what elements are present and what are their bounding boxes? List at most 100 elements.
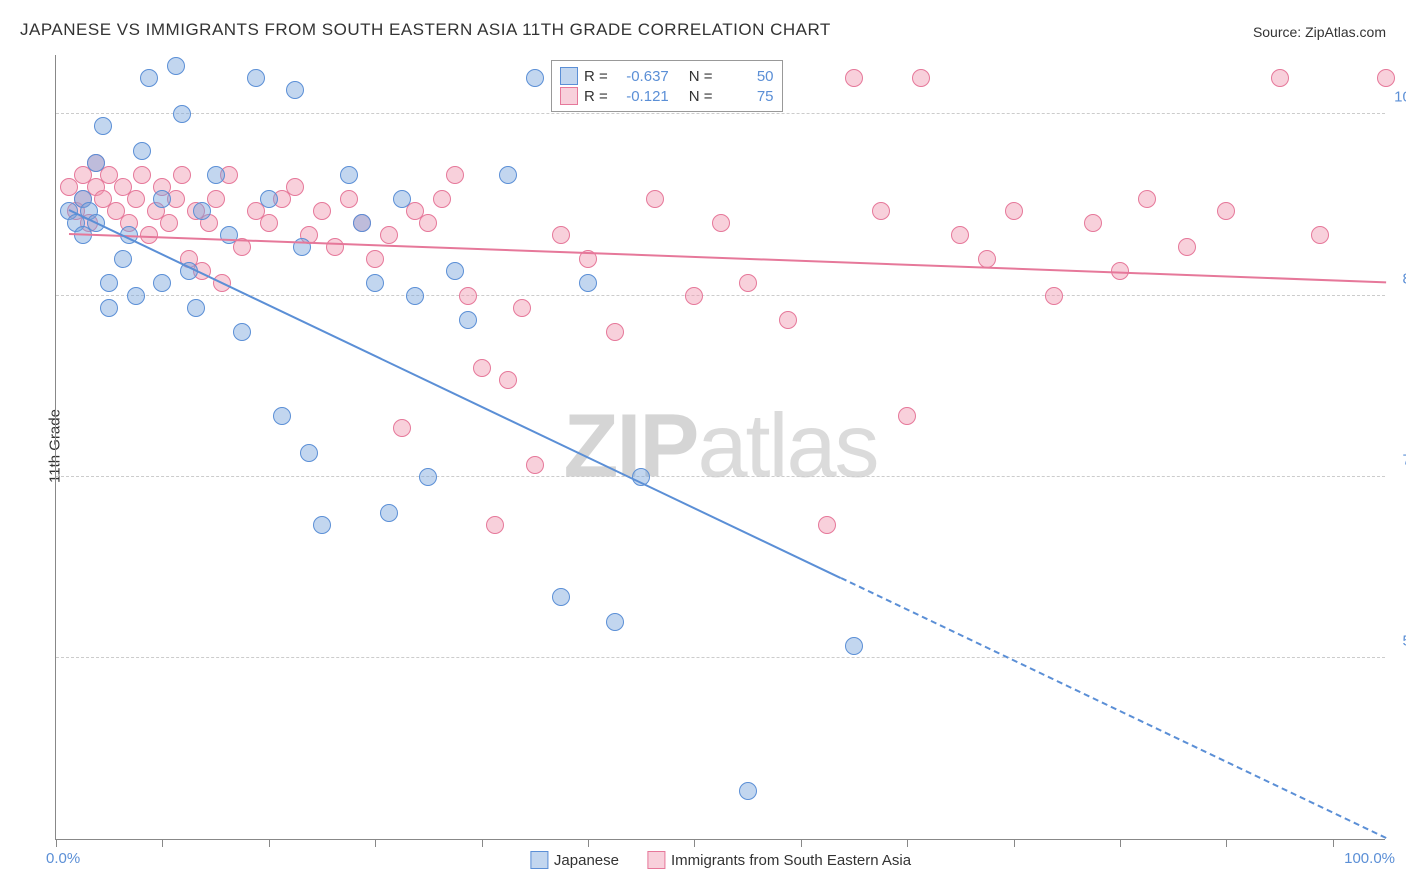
data-point-blue xyxy=(153,274,171,292)
data-point-pink xyxy=(513,299,531,317)
y-tick-label: 55.0% xyxy=(1402,632,1406,649)
data-point-pink xyxy=(133,166,151,184)
data-point-blue xyxy=(845,637,863,655)
x-tick xyxy=(588,839,589,847)
data-point-blue xyxy=(133,142,151,160)
data-point-blue xyxy=(233,323,251,341)
gridline xyxy=(56,476,1385,477)
data-point-blue xyxy=(606,613,624,631)
x-tick xyxy=(56,839,57,847)
data-point-blue xyxy=(140,69,158,87)
legend-item-blue: Japanese xyxy=(530,851,619,869)
data-point-blue xyxy=(739,782,757,800)
data-point-pink xyxy=(433,190,451,208)
data-point-pink xyxy=(446,166,464,184)
data-point-pink xyxy=(380,226,398,244)
data-point-pink xyxy=(685,287,703,305)
data-point-blue xyxy=(499,166,517,184)
data-point-pink xyxy=(646,190,664,208)
x-axis-min-label: 0.0% xyxy=(46,850,80,867)
data-point-pink xyxy=(739,274,757,292)
data-point-pink xyxy=(260,214,278,232)
data-point-pink xyxy=(818,516,836,534)
data-point-pink xyxy=(1005,202,1023,220)
data-point-blue xyxy=(87,154,105,172)
data-point-pink xyxy=(173,166,191,184)
R-value-pink: -0.121 xyxy=(614,88,669,105)
data-point-blue xyxy=(100,299,118,317)
swatch-blue xyxy=(560,67,578,85)
data-point-pink xyxy=(845,69,863,87)
trendline xyxy=(840,577,1386,839)
x-tick xyxy=(1014,839,1015,847)
data-point-pink xyxy=(526,456,544,474)
x-tick xyxy=(375,839,376,847)
data-point-pink xyxy=(1045,287,1063,305)
gridline xyxy=(56,295,1385,296)
R-label: R = xyxy=(584,68,608,85)
data-point-pink xyxy=(1271,69,1289,87)
data-point-blue xyxy=(366,274,384,292)
data-point-pink xyxy=(1178,238,1196,256)
legend-row-pink: R = -0.121 N = 75 xyxy=(560,87,774,105)
data-point-blue xyxy=(380,504,398,522)
data-point-pink xyxy=(127,190,145,208)
data-point-blue xyxy=(193,202,211,220)
data-point-pink xyxy=(459,287,477,305)
data-point-blue xyxy=(286,81,304,99)
data-point-blue xyxy=(260,190,278,208)
R-label: R = xyxy=(584,88,608,105)
data-point-blue xyxy=(340,166,358,184)
watermark: ZIPatlas xyxy=(563,396,877,499)
data-point-pink xyxy=(160,214,178,232)
data-point-blue xyxy=(526,69,544,87)
data-point-pink xyxy=(898,407,916,425)
swatch-blue xyxy=(530,851,548,869)
data-point-pink xyxy=(286,178,304,196)
chart-title: JAPANESE VS IMMIGRANTS FROM SOUTH EASTER… xyxy=(20,20,831,40)
N-value-pink: 75 xyxy=(719,88,774,105)
data-point-blue xyxy=(353,214,371,232)
data-point-pink xyxy=(419,214,437,232)
gridline xyxy=(56,113,1385,114)
data-point-blue xyxy=(220,226,238,244)
gridline xyxy=(56,657,1385,658)
data-point-pink xyxy=(340,190,358,208)
data-point-pink xyxy=(1138,190,1156,208)
data-point-blue xyxy=(127,287,145,305)
data-point-blue xyxy=(446,262,464,280)
N-label: N = xyxy=(689,88,713,105)
y-tick-label: 85.0% xyxy=(1402,270,1406,287)
data-point-pink xyxy=(712,214,730,232)
legend-item-pink: Immigrants from South Eastern Asia xyxy=(647,851,911,869)
data-point-blue xyxy=(207,166,225,184)
data-point-pink xyxy=(779,311,797,329)
data-point-blue xyxy=(114,250,132,268)
data-point-blue xyxy=(153,190,171,208)
x-tick xyxy=(269,839,270,847)
correlation-legend: R = -0.637 N = 50 R = -0.121 N = 75 xyxy=(551,60,783,112)
data-point-pink xyxy=(366,250,384,268)
data-point-blue xyxy=(406,287,424,305)
swatch-pink xyxy=(647,851,665,869)
data-point-pink xyxy=(393,419,411,437)
data-point-blue xyxy=(579,274,597,292)
data-point-blue xyxy=(419,468,437,486)
data-point-pink xyxy=(486,516,504,534)
N-label: N = xyxy=(689,68,713,85)
data-point-pink xyxy=(313,202,331,220)
R-value-blue: -0.637 xyxy=(614,68,669,85)
watermark-light: atlas xyxy=(697,397,877,497)
data-point-pink xyxy=(951,226,969,244)
chart-plot-area: ZIPatlas R = -0.637 N = 50 R = -0.121 N … xyxy=(55,55,1385,840)
data-point-blue xyxy=(173,105,191,123)
data-point-blue xyxy=(459,311,477,329)
x-tick xyxy=(162,839,163,847)
x-tick xyxy=(1333,839,1334,847)
x-axis-max-label: 100.0% xyxy=(1344,850,1395,867)
data-point-blue xyxy=(167,57,185,75)
data-point-blue xyxy=(313,516,331,534)
y-tick-label: 70.0% xyxy=(1402,451,1406,468)
data-point-blue xyxy=(552,588,570,606)
y-tick-label: 100.0% xyxy=(1394,89,1406,106)
